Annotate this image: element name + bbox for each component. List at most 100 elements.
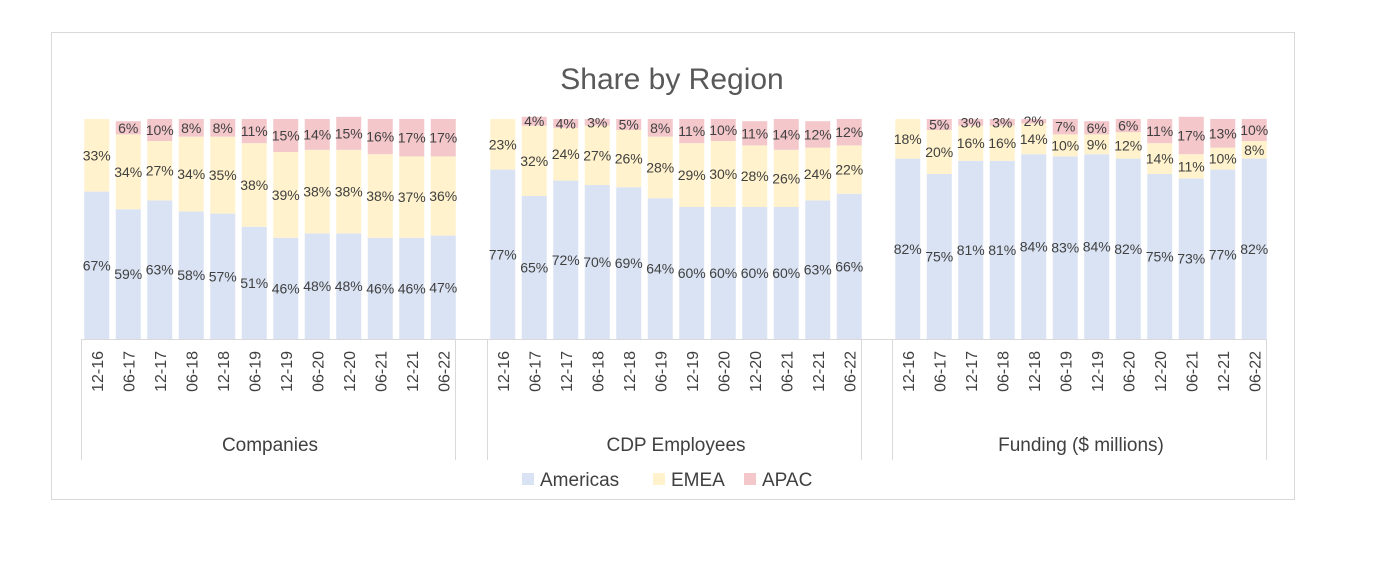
data-label-emea-12-20: 14% (1146, 151, 1174, 167)
x-tick-label-12-21: 12-21 (1216, 351, 1233, 392)
bar-cdp-employees-emea-12-16 (490, 119, 516, 170)
data-label-apac-12-18: 5% (619, 117, 639, 133)
x-tick-label-12-20: 12-20 (1153, 351, 1170, 392)
data-label-emea-12-18: 14% (1020, 131, 1048, 147)
data-label-apac-06-18: 8% (181, 120, 201, 136)
x-tick-label-12-21: 12-21 (405, 351, 422, 392)
bar-funding-millions--americas-12-20 (1147, 174, 1173, 339)
data-label-emea-06-22: 22% (835, 162, 863, 178)
data-label-apac-12-17: 10% (146, 122, 174, 138)
data-label-emea-06-22: 36% (429, 188, 457, 204)
data-label-americas-12-21: 46% (398, 280, 426, 296)
bar-cdp-employees-apac-06-20 (710, 119, 736, 141)
data-label-apac-12-21: 17% (398, 130, 426, 146)
x-tick-label-06-20: 06-20 (310, 351, 327, 392)
bar-funding-millions--emea-12-16 (895, 119, 921, 159)
x-tick-label-12-18: 12-18 (216, 351, 233, 392)
bar-funding-millions--emea-12-20 (1147, 143, 1173, 174)
data-label-emea-06-17: 20% (925, 144, 953, 160)
data-label-emea-06-20: 12% (1114, 137, 1142, 153)
data-label-emea-06-21: 26% (772, 170, 800, 186)
bar-cdp-employees-emea-06-21 (773, 149, 799, 207)
data-label-americas-12-20: 60% (741, 265, 769, 281)
data-label-apac-06-19: 11% (241, 123, 268, 139)
data-label-apac-06-20: 10% (709, 122, 737, 138)
x-tick-label-12-20: 12-20 (748, 351, 765, 392)
bar-funding-millions--americas-12-16 (895, 158, 921, 339)
data-label-apac-06-21: 14% (772, 126, 800, 142)
bar-funding-millions--americas-12-18 (1021, 154, 1047, 339)
x-tick-label-12-19: 12-19 (685, 351, 702, 392)
group-label: Companies (222, 435, 318, 456)
bar-companies-americas-12-21 (399, 237, 425, 339)
data-label-apac-12-19: 11% (678, 123, 705, 139)
x-tick-label-06-18: 06-18 (184, 351, 201, 392)
x-tick-label-12-17: 12-17 (964, 351, 981, 392)
data-label-americas-06-20: 60% (709, 265, 737, 281)
data-label-americas-06-18: 58% (177, 267, 205, 283)
data-label-americas-12-20: 48% (335, 278, 363, 294)
x-tick-label-12-16: 12-16 (496, 351, 513, 392)
bar-companies-americas-12-19 (273, 237, 299, 339)
bar-funding-millions--emea-06-19 (1052, 134, 1078, 157)
data-label-americas-06-19: 51% (240, 275, 268, 291)
bar-companies-apac-12-17 (147, 119, 173, 141)
x-tick-label-12-16: 12-16 (901, 351, 918, 392)
bar-cdp-employees-americas-06-21 (773, 207, 799, 339)
x-tick-label-06-19: 06-19 (247, 351, 264, 392)
data-label-apac-06-20: 14% (303, 126, 331, 142)
x-tick-label-06-20: 06-20 (716, 351, 733, 392)
data-label-americas-06-18: 81% (988, 242, 1016, 258)
bar-cdp-employees-emea-06-20 (710, 141, 736, 207)
data-label-emea-06-18: 34% (177, 166, 205, 182)
bar-cdp-employees-apac-12-18 (616, 119, 642, 130)
data-label-apac-06-22: 17% (429, 130, 457, 146)
bar-cdp-employees-apac-12-19 (679, 119, 705, 144)
data-label-apac-12-20: 15% (335, 125, 363, 141)
data-label-emea-12-19: 29% (678, 167, 706, 183)
x-tick-label-12-21: 12-21 (811, 351, 828, 392)
bar-companies-americas-12-20 (336, 233, 362, 339)
share-by-region-chart: Share by Region 67% 33% 12-16 59% 34% 6% 06-17… (81, 63, 1268, 491)
bar-companies-emea-06-22 (430, 156, 456, 236)
bar-funding-millions--americas-06-22 (1241, 158, 1267, 339)
bar-funding-millions--emea-06-17 (926, 130, 952, 174)
bar-funding-millions--apac-12-19 (1084, 121, 1110, 135)
data-label-americas-12-19: 84% (1083, 239, 1111, 255)
bar-companies-emea-06-18 (178, 136, 204, 212)
x-tick-label-12-18: 12-18 (1027, 351, 1044, 392)
bar-cdp-employees-apac-06-21 (773, 119, 799, 150)
bar-cdp-employees-apac-06-22 (836, 119, 862, 146)
data-label-emea-12-21: 37% (398, 189, 426, 205)
data-label-apac-12-21: 12% (804, 126, 832, 142)
bar-funding-millions--emea-06-18 (989, 125, 1015, 161)
data-label-americas-12-19: 60% (678, 265, 706, 281)
x-tick-label-06-21: 06-21 (373, 351, 390, 392)
data-label-americas-06-17: 65% (520, 260, 548, 276)
data-label-americas-06-18: 70% (583, 254, 611, 270)
bar-companies-americas-06-20 (304, 233, 330, 339)
bar-funding-millions--americas-06-21 (1178, 178, 1204, 339)
x-tick-label-06-17: 06-17 (932, 351, 949, 392)
bar-companies-emea-12-16 (84, 119, 110, 192)
bar-funding-millions--emea-12-19 (1084, 134, 1110, 155)
x-tick-label-12-17: 12-17 (559, 351, 576, 392)
x-tick-label-06-19: 06-19 (1058, 351, 1075, 392)
plot-area: 67% 33% 12-16 59% 34% 6% 06-17 63% 27% 10% 12-17 58… (81, 113, 1268, 460)
data-label-apac-06-17: 5% (929, 117, 949, 133)
bar-companies-americas-12-18 (210, 213, 236, 339)
bar-funding-millions--americas-12-17 (958, 160, 984, 339)
data-label-americas-12-17: 72% (552, 252, 580, 268)
bar-funding-millions--americas-06-20 (1115, 158, 1141, 339)
data-label-apac-12-18: 8% (213, 120, 233, 136)
x-tick-label-12-17: 12-17 (153, 351, 170, 392)
bar-companies-americas-06-21 (367, 237, 393, 339)
bar-funding-millions--emea-06-21 (1178, 154, 1204, 179)
bar-funding-millions--emea-06-22 (1241, 141, 1267, 159)
bar-companies-apac-06-17 (115, 121, 141, 135)
data-label-emea-06-18: 27% (583, 147, 611, 163)
bar-funding-millions--emea-06-20 (1115, 132, 1141, 159)
bar-cdp-employees-emea-12-18 (616, 130, 642, 188)
data-label-apac-06-19: 7% (1055, 119, 1075, 135)
bar-companies-apac-12-19 (273, 119, 299, 152)
